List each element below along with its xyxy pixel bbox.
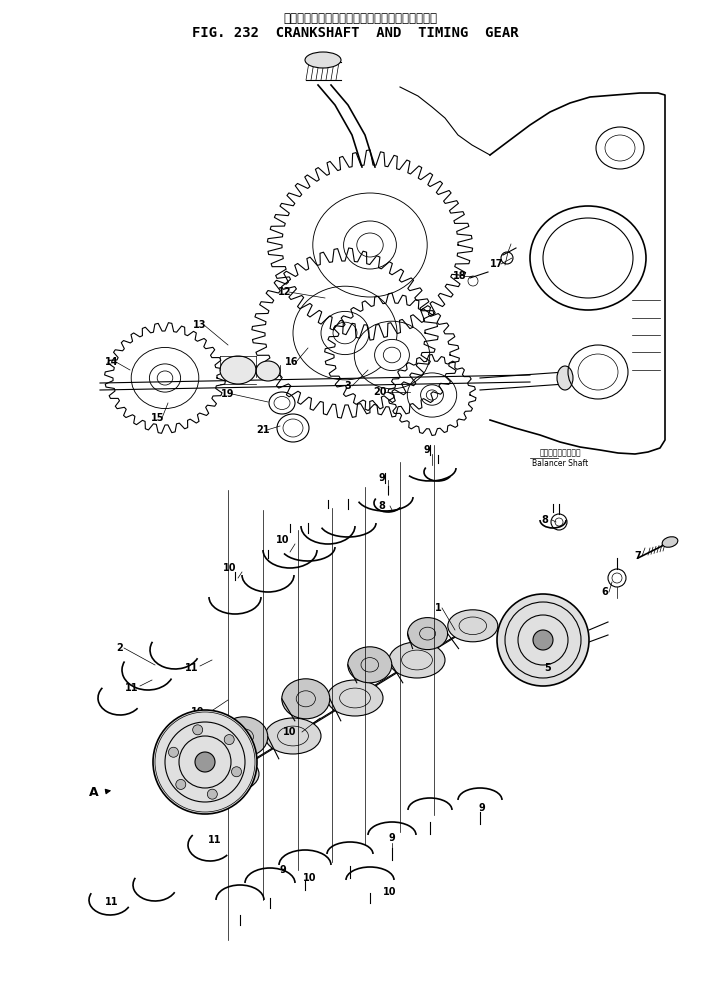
Text: 18: 18 <box>454 271 466 281</box>
Text: 10: 10 <box>304 873 317 883</box>
Text: 13: 13 <box>193 320 207 330</box>
Circle shape <box>169 748 179 758</box>
Ellipse shape <box>282 678 329 719</box>
Ellipse shape <box>348 647 392 682</box>
Text: バランサ　シャフト: バランサ シャフト <box>539 448 581 458</box>
Text: 20: 20 <box>373 387 386 397</box>
Text: 17: 17 <box>490 259 504 269</box>
Text: 9: 9 <box>389 833 395 843</box>
Ellipse shape <box>327 680 383 716</box>
Text: 9: 9 <box>379 473 386 483</box>
Ellipse shape <box>203 756 259 792</box>
Ellipse shape <box>305 52 341 68</box>
Ellipse shape <box>149 364 180 392</box>
Text: 3: 3 <box>345 381 351 391</box>
Text: 10: 10 <box>384 887 397 897</box>
Ellipse shape <box>220 717 267 757</box>
Ellipse shape <box>557 366 573 390</box>
Ellipse shape <box>375 339 410 371</box>
Ellipse shape <box>407 617 448 650</box>
Text: 9: 9 <box>280 865 286 875</box>
Circle shape <box>208 789 217 799</box>
Text: 2: 2 <box>117 643 123 653</box>
Circle shape <box>176 779 186 789</box>
Text: A: A <box>89 785 99 798</box>
Ellipse shape <box>662 537 678 547</box>
Text: 5: 5 <box>544 663 552 673</box>
Ellipse shape <box>448 610 497 642</box>
Ellipse shape <box>321 312 369 355</box>
Text: 12: 12 <box>278 287 292 297</box>
Text: 10: 10 <box>191 707 205 717</box>
Text: 8: 8 <box>541 515 549 525</box>
Text: 10: 10 <box>283 727 297 737</box>
Text: 9: 9 <box>424 445 430 455</box>
Ellipse shape <box>256 361 280 381</box>
Text: 11: 11 <box>105 897 119 907</box>
Ellipse shape <box>389 642 445 678</box>
Ellipse shape <box>420 385 443 405</box>
Circle shape <box>533 630 553 650</box>
Text: クランクシャフト　および　タイミング　ギヤー: クランクシャフト および タイミング ギヤー <box>283 12 437 25</box>
Text: 11: 11 <box>125 683 138 693</box>
Text: 21: 21 <box>256 425 270 435</box>
Text: FIG. 232  CRANKSHAFT  AND  TIMING  GEAR: FIG. 232 CRANKSHAFT AND TIMING GEAR <box>192 26 518 40</box>
Text: 19: 19 <box>221 389 235 399</box>
Ellipse shape <box>265 718 321 754</box>
Ellipse shape <box>344 221 397 269</box>
Text: 4: 4 <box>202 793 208 803</box>
Text: Balancer Shaft: Balancer Shaft <box>532 459 588 468</box>
Text: 10: 10 <box>276 535 290 545</box>
Circle shape <box>497 594 589 686</box>
Text: 15: 15 <box>151 413 165 423</box>
Text: 14: 14 <box>105 357 119 367</box>
Text: 8: 8 <box>379 501 386 511</box>
Text: 10: 10 <box>224 563 236 573</box>
Circle shape <box>195 752 215 772</box>
Text: 11: 11 <box>208 835 222 845</box>
Circle shape <box>224 735 234 745</box>
Text: 16: 16 <box>286 357 298 367</box>
Text: 11: 11 <box>185 663 199 673</box>
Ellipse shape <box>220 356 256 384</box>
Text: 7: 7 <box>634 551 642 561</box>
Circle shape <box>153 710 257 814</box>
Circle shape <box>231 766 242 776</box>
Text: 1: 1 <box>435 603 441 613</box>
Text: 9: 9 <box>479 803 485 813</box>
Text: 6: 6 <box>601 587 609 597</box>
Circle shape <box>193 725 203 735</box>
